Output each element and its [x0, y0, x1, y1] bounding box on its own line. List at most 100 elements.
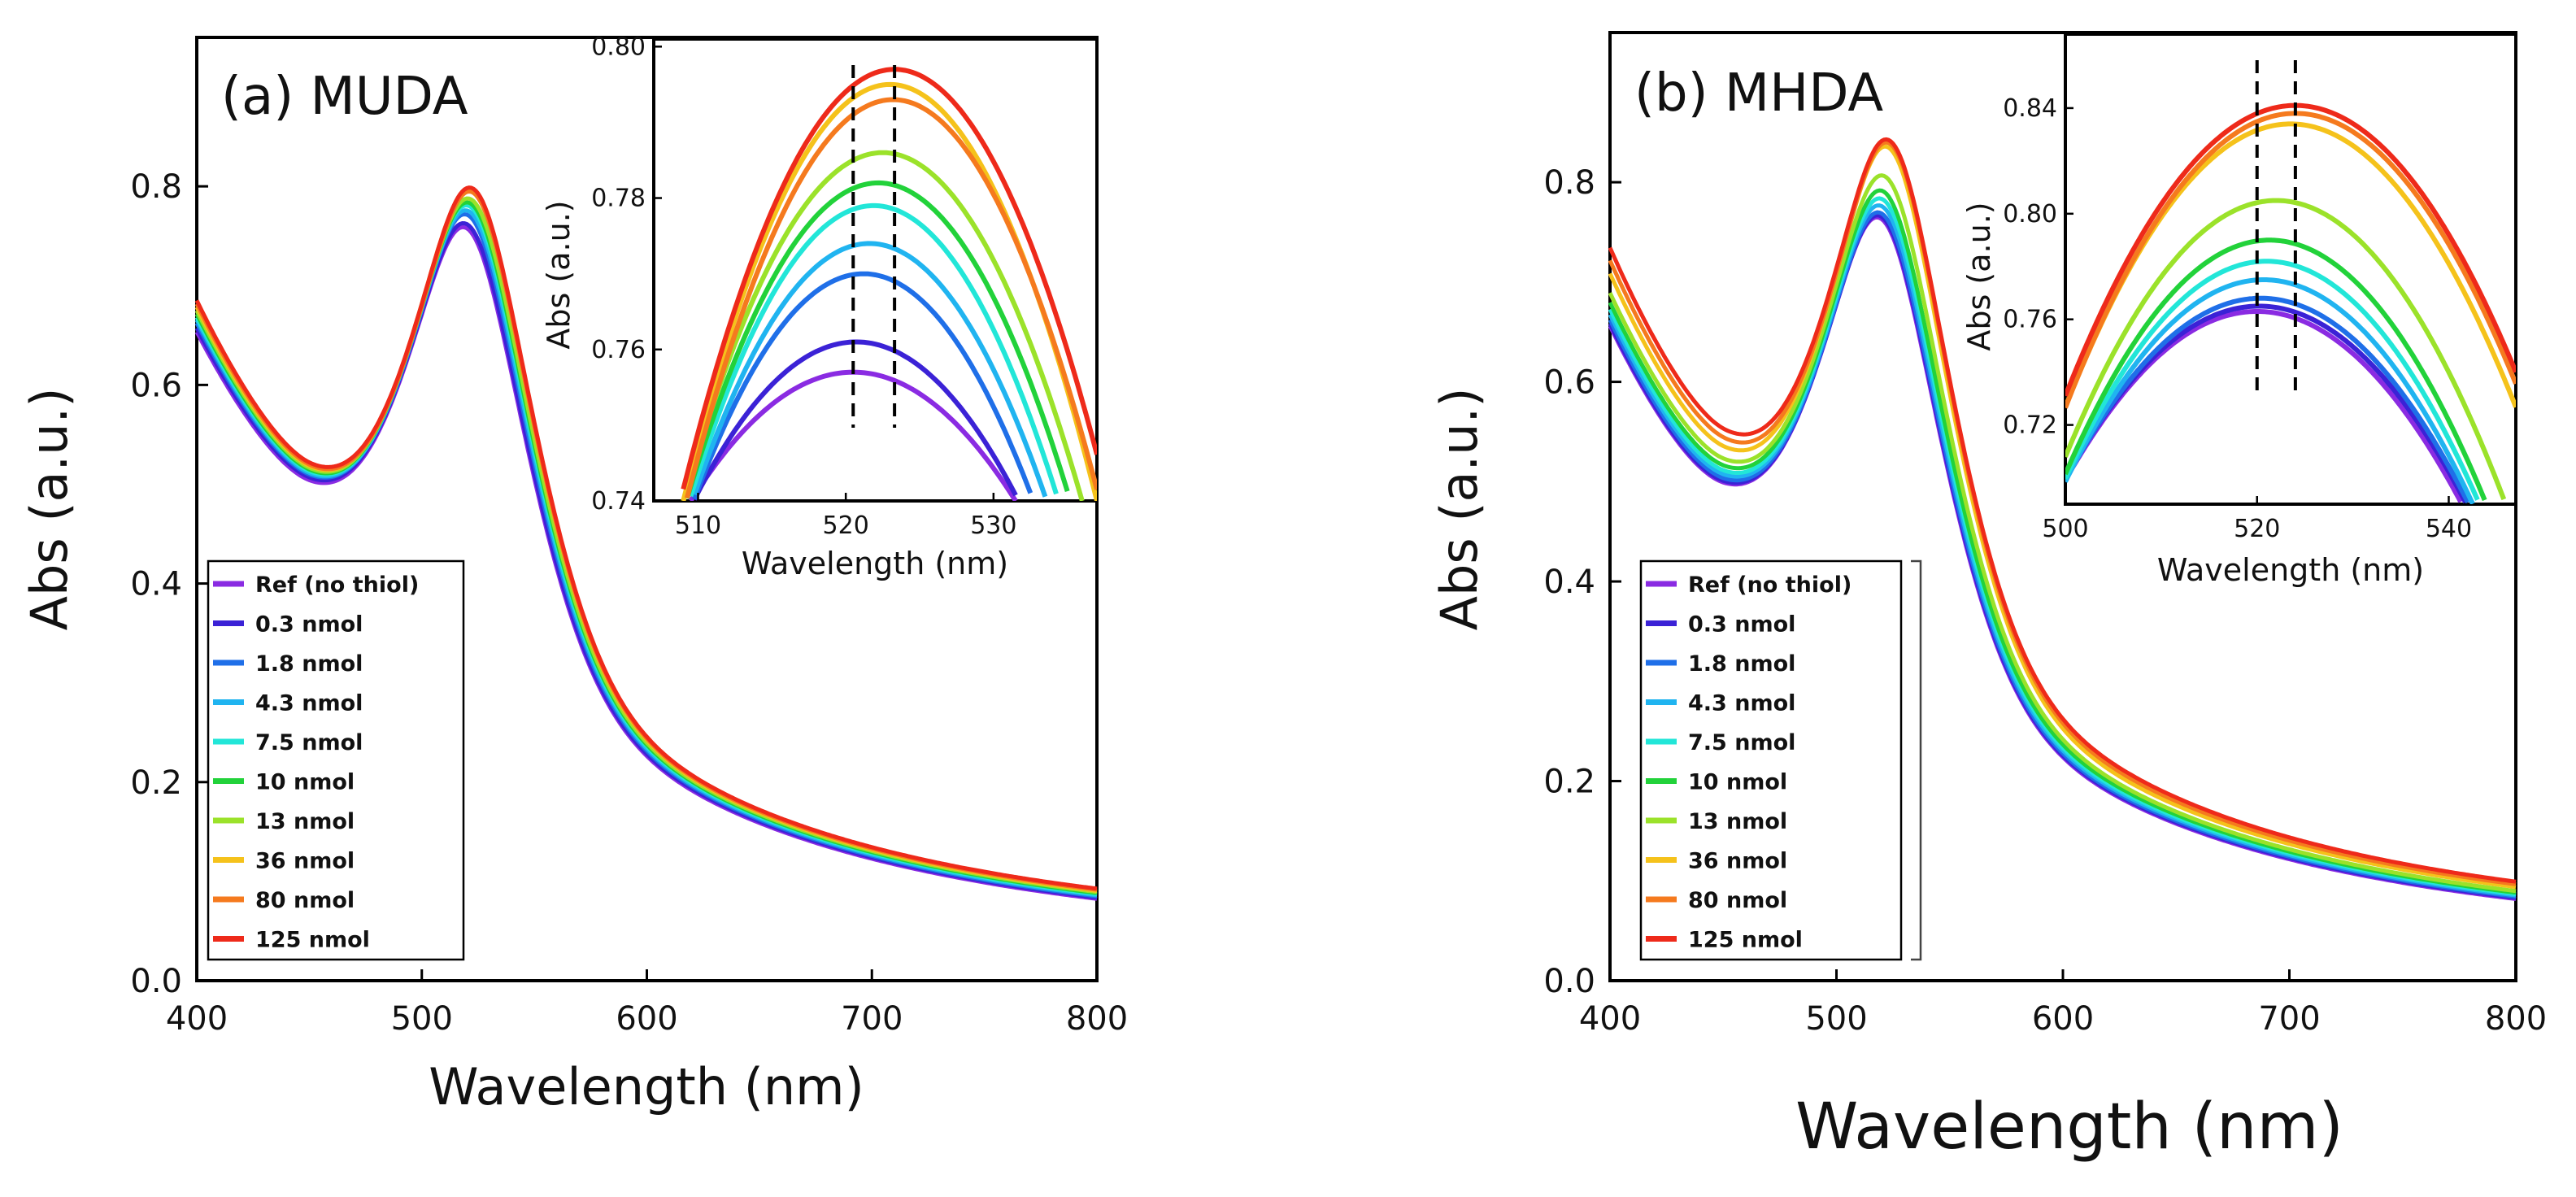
panel-b-inset-series-line-9 [2065, 102, 2516, 397]
panel-b-x-tick-label-2: 600 [2032, 1000, 2094, 1038]
panel-b-x-tick-label-3: 700 [2258, 1000, 2320, 1038]
panel-a-inset-series-line-3 [692, 241, 1048, 498]
panel-a-legend-label-7: 36 nmol [255, 849, 355, 874]
panel-a-x-axis-label: Wavelength (nm) [429, 1057, 864, 1116]
panel-a-legend-label-8: 80 nmol [255, 888, 355, 913]
panel-a-inset-y-tick-label-2: 0.78 [591, 185, 646, 213]
panel-a-y-tick-label-3: 0.6 [130, 367, 182, 404]
panel-a-inset-axes: 510 520 530 0.74 0.76 0.78 0.80 [591, 33, 1016, 540]
panel-b-x-tick-label-0: 400 [1579, 1000, 1641, 1038]
panel-a-inset-series-line-8 [684, 97, 1097, 499]
panel-b-legend-label-6: 13 nmol [1688, 809, 1787, 834]
panel-a-inset-curves [681, 65, 1097, 501]
panel-a-y-tick-label-1: 0.2 [130, 764, 182, 802]
panel-a-y-axis-label: Abs (a.u.) [20, 388, 79, 631]
panel-b-legend-label-3: 4.3 nmol [1688, 691, 1795, 716]
panel-a-legend-label-3: 4.3 nmol [255, 691, 363, 716]
panel-b-legend-label-5: 10 nmol [1688, 770, 1787, 795]
panel-b-series-line-9 [1608, 137, 2517, 884]
panel-a-inset-series-line-1 [692, 339, 1018, 501]
panel-b-x-tick-label-1: 500 [1805, 1000, 1867, 1038]
panel-a-inset-series-line-6 [681, 150, 1085, 501]
panel-b-legend-label-9: 125 nmol [1688, 928, 1803, 953]
panel-a-inset-x-tick-label-1: 520 [823, 511, 869, 540]
panel-a-inset-series-line-2 [692, 271, 1033, 500]
panel-a-inset-y-tick-label-1: 0.76 [591, 336, 646, 364]
panel-b-legend: Ref (no thiol) 0.3 nmol 1.8 nmol 4.3 nmol 7.… [1639, 559, 1922, 961]
panel-b-inset-x-tick-label-2: 540 [2426, 515, 2472, 543]
panel-a-inset-y-tick-label-3: 0.80 [591, 33, 646, 61]
panel-b-y-axis-label: Abs (a.u.) [1429, 388, 1489, 631]
panel-a-inset: 510 520 530 0.74 0.76 0.78 0.80 Wavelength (nm… [541, 33, 1099, 581]
panel-b-legend-label-0: Ref (no thiol) [1688, 572, 1852, 598]
panel-b-legend-bracket [1911, 559, 1922, 961]
panel-b-series-line-7 [1608, 144, 2517, 890]
panel-a-legend-label-9: 125 nmol [255, 928, 370, 953]
panel-b-legend-label-8: 80 nmol [1688, 888, 1787, 913]
panel-b-inset-series-line-8 [2065, 111, 2516, 409]
panel-b-legend-label-1: 0.3 nmol [1688, 612, 1795, 638]
panel-b-title: (b) MHDA [1634, 63, 1883, 124]
panel-a-x-tick-label-0: 400 [166, 1000, 228, 1038]
panel-a-inset-x-label: Wavelength (nm) [742, 546, 1008, 581]
panel-b-inset-series-line-4 [2065, 259, 2480, 501]
panel-b-legend-label-7: 36 nmol [1688, 849, 1787, 874]
panel-a-inset-x-tick-label-0: 510 [675, 511, 721, 540]
panel-a-legend-label-6: 13 nmol [255, 809, 355, 834]
panel-b-y-tick-label-4: 0.8 [1543, 164, 1595, 202]
panel-b-inset-x-label: Wavelength (nm) [2157, 552, 2424, 588]
panel-a-inset-y-label: Abs (a.u.) [541, 200, 577, 349]
panel-b-inset-series-line-3 [2065, 277, 2475, 504]
panel-b-inset-series-line-2 [2065, 295, 2470, 504]
panel-a-legend-box [207, 559, 465, 961]
panel-a-x-tick-label-4: 800 [1066, 1000, 1128, 1038]
panel-b-inset-curves [2065, 60, 2516, 504]
panel-b-x-axis-label: Wavelength (nm) [1795, 1090, 2343, 1164]
panel-a-title: (a) MUDA [221, 67, 468, 127]
panel-a-legend: Ref (no thiol) 0.3 nmol 1.8 nmol 4.3 nmol 7.… [207, 559, 465, 961]
panel-b-legend-box [1639, 559, 1903, 961]
panel-a-x-tick-label-3: 700 [841, 1000, 903, 1038]
panel-b-axes: 400 500 600 700 800 0.0 0.2 0.4 0.6 0.8 [1543, 164, 2547, 1038]
panel-a-legend-label-1: 0.3 nmol [255, 612, 363, 638]
panel-b-legend-label-4: 7.5 nmol [1688, 730, 1795, 755]
panel-b-inset-series-line-5 [2065, 237, 2487, 502]
panel-a-curves [194, 185, 1098, 901]
panel-b-inset-y-tick-label-1: 0.76 [2003, 306, 2057, 334]
panel-a-inset-y-tick-label-0: 0.74 [591, 487, 646, 516]
panel-b-inset-axes: 500 520 540 0.72 0.76 0.80 0.84 [2003, 94, 2472, 543]
panel-b-curves [1608, 137, 2517, 901]
panel-b-inset-y-tick-label-2: 0.80 [2003, 200, 2057, 229]
panel-b-inset-x-tick-label-0: 500 [2042, 515, 2088, 543]
panel-a-y-tick-label-0: 0.0 [130, 963, 182, 1000]
panel-a-legend-label-0: Ref (no thiol) [255, 572, 419, 598]
panel-a-y-tick-label-2: 0.4 [130, 566, 182, 603]
panel-a-inset-series-line-5 [685, 180, 1070, 499]
panel-a-x-tick-label-1: 500 [391, 1000, 453, 1038]
panel-b-inset-y-label: Abs (a.u.) [1961, 202, 1997, 350]
panel-a-x-tick-label-2: 600 [616, 1000, 677, 1038]
panel-b-inset-y-tick-label-0: 0.72 [2003, 411, 2057, 440]
panel-b-x-tick-label-4: 800 [2485, 1000, 2547, 1038]
panel-a-inset-x-tick-label-2: 530 [970, 511, 1016, 540]
panel-a-series-line-9 [194, 185, 1098, 891]
panel-a-legend-label-5: 10 nmol [255, 770, 355, 795]
panel-b-legend-label-2: 1.8 nmol [1688, 651, 1795, 677]
panel-a-legend-label-4: 7.5 nmol [255, 730, 363, 755]
panel-a-axes: 400 500 600 700 800 0.0 0.2 0.4 0.6 0.8 [130, 168, 1128, 1038]
panel-a-legend-label-2: 1.8 nmol [255, 651, 363, 677]
panel-b-inset: 500 520 540 0.72 0.76 0.80 0.84 Wavelength (nm… [1961, 33, 2517, 588]
panel-b-y-tick-label-1: 0.2 [1543, 764, 1595, 801]
panel-b-inset-series-line-6 [2065, 198, 2507, 501]
panel-b-inset-y-tick-label-3: 0.84 [2003, 94, 2057, 123]
panel-a-inset-series-line-4 [688, 202, 1059, 498]
panel-b-y-tick-label-2: 0.4 [1543, 564, 1595, 601]
panel-a-inset-series-line-9 [681, 67, 1097, 490]
panel-b-series-line-8 [1608, 140, 2517, 886]
panel-b-series-line-6 [1608, 173, 2517, 894]
panel-b-y-tick-label-3: 0.6 [1543, 364, 1595, 402]
panel-b-y-tick-label-0: 0.0 [1543, 963, 1595, 1000]
